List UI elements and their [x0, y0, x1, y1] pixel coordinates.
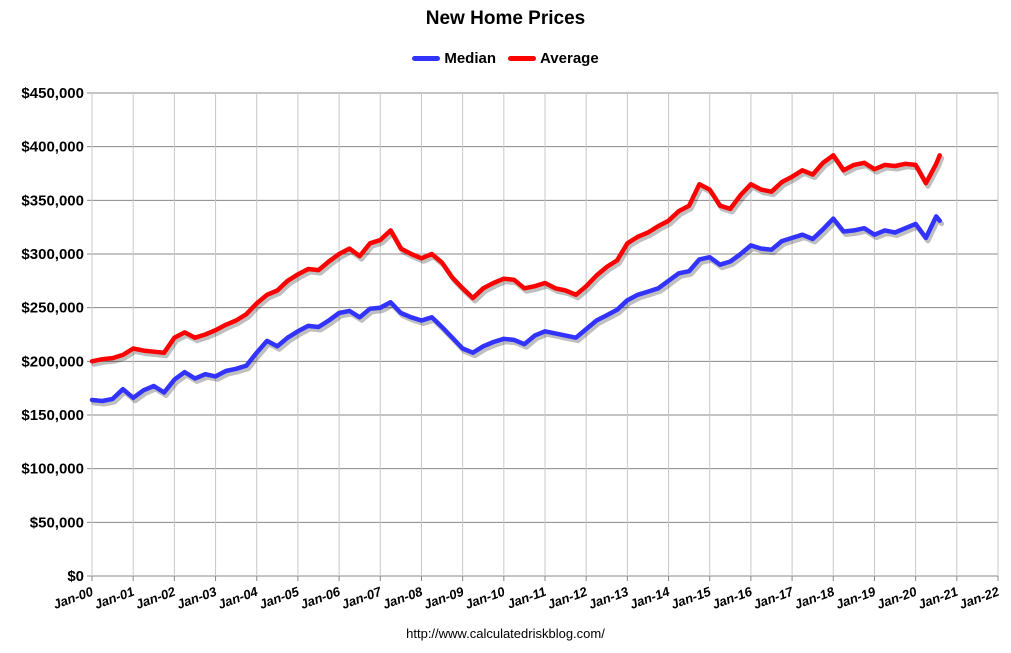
y-tick-label: $100,000 — [21, 461, 84, 478]
legend-label-median: Median — [444, 50, 497, 67]
x-tick-label: Jan-13 — [587, 583, 632, 611]
y-tick-label: $200,000 — [21, 353, 84, 370]
y-tick-label: $350,000 — [21, 192, 84, 209]
x-tick-label: Jan-22 — [957, 583, 1002, 611]
legend-item-median: Median — [412, 50, 496, 67]
source-url: http://www.calculatedriskblog.com/ — [406, 626, 605, 641]
x-tick-label: Jan-15 — [669, 583, 714, 611]
series-line-average — [89, 153, 942, 364]
x-tick-label: Jan-07 — [339, 583, 384, 611]
x-tick-label: Jan-06 — [298, 583, 343, 611]
y-tick-label: $300,000 — [21, 246, 84, 263]
y-tick-label: $150,000 — [21, 407, 84, 424]
series-line-shadow-average — [91, 155, 945, 367]
x-tick-label: Jan-19 — [834, 583, 879, 611]
x-tick-label: Jan-09 — [422, 583, 467, 611]
series-line-shadow-median — [91, 216, 945, 407]
x-tick-label: Jan-20 — [875, 583, 920, 611]
x-tick-label: Jan-03 — [175, 583, 220, 611]
chart-title: New Home Prices — [425, 8, 586, 29]
x-tick-label: Jan-08 — [381, 583, 426, 611]
legend-swatch-average — [508, 56, 537, 61]
y-tick-label: $50,000 — [30, 514, 84, 531]
x-tick-label: Jan-00 — [51, 583, 96, 611]
legend-label-average: Average — [540, 50, 599, 67]
legend-swatch-median — [412, 56, 441, 61]
x-tick-label: Jan-17 — [751, 583, 796, 611]
y-tick-label: $400,000 — [21, 139, 84, 156]
y-tick-label: $250,000 — [21, 300, 84, 317]
x-tick-label: Jan-04 — [216, 583, 261, 611]
x-tick-label: Jan-02 — [134, 583, 179, 611]
x-tick-label: Jan-12 — [545, 583, 590, 611]
x-tick-label: Jan-11 — [505, 584, 548, 612]
chart-legend: Median Average — [0, 50, 1011, 67]
x-tick-label: Jan-05 — [257, 583, 302, 611]
y-tick-label: $450,000 — [21, 85, 84, 102]
x-tick-label: Jan-14 — [628, 583, 673, 611]
x-tick-label: Jan-10 — [463, 583, 508, 611]
legend-item-average: Average — [508, 50, 599, 67]
x-tick-label: Jan-16 — [710, 583, 755, 611]
x-tick-label: Jan-18 — [792, 583, 837, 611]
series-line-median — [89, 214, 942, 404]
x-tick-label: Jan-21 — [916, 584, 960, 612]
x-tick-label: Jan-01 — [92, 584, 136, 612]
y-tick-label: $0 — [67, 568, 84, 585]
